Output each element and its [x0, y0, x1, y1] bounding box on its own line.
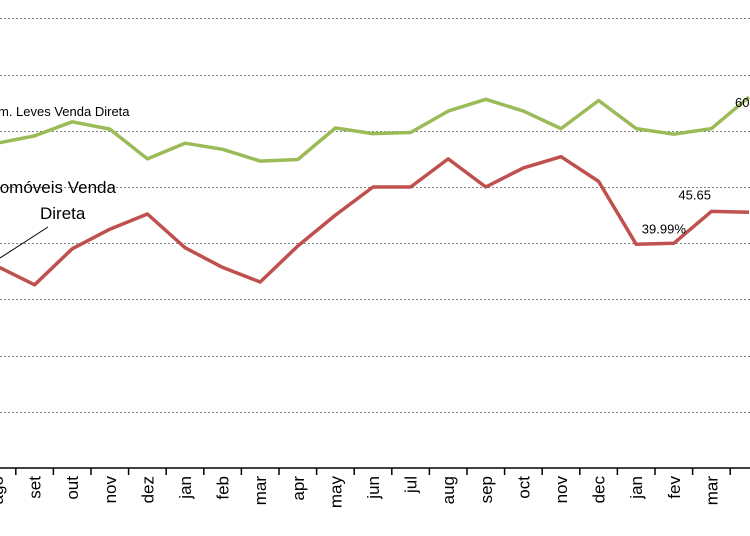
x-tick-label: mar	[702, 476, 721, 506]
x-tick-label: jul	[402, 476, 421, 494]
series-name-label: tomóveis Venda	[0, 178, 117, 197]
series-name-label: Direta	[40, 204, 86, 223]
series-line-0	[0, 95, 750, 163]
gridlines	[0, 18, 750, 413]
series-lines	[0, 95, 750, 287]
data-label: 60	[735, 95, 749, 110]
x-tick-label: may	[326, 476, 345, 509]
x-tick-label: jun	[364, 476, 383, 500]
x-tick-label: nov	[101, 476, 120, 504]
x-tick-label: oct	[514, 476, 533, 499]
x-tick-label: ago	[0, 476, 7, 504]
x-tick-label: apr	[289, 476, 308, 501]
data-label: 39.99%	[642, 221, 687, 236]
x-tick-label: dec	[590, 476, 609, 504]
series-line-1	[0, 154, 750, 287]
x-axis: ago set out nov dez jan feb mar apr may jun jul aug s…	[0, 467, 750, 509]
x-tick-label: dez	[138, 476, 157, 503]
data-label: 45.65	[678, 187, 711, 202]
x-tick-label: feb	[214, 476, 233, 500]
x-tick-label: sep	[477, 476, 496, 503]
label-leader-line	[0, 226, 49, 259]
x-tick-label: nov	[552, 476, 571, 504]
x-tick-label: jan	[176, 476, 195, 500]
x-tick-label: jan	[627, 476, 646, 500]
x-tick-label: out	[63, 476, 82, 500]
x-tick-label: fev	[665, 476, 684, 499]
x-tick-label: set	[26, 476, 45, 499]
x-tick-label: mar	[251, 476, 270, 506]
series-name-label: m. Leves Venda Direta	[0, 104, 130, 119]
x-tick-label: aug	[439, 476, 458, 504]
chart-labels: m. Leves Venda Direta tomóveis Venda Diret…	[0, 95, 749, 259]
